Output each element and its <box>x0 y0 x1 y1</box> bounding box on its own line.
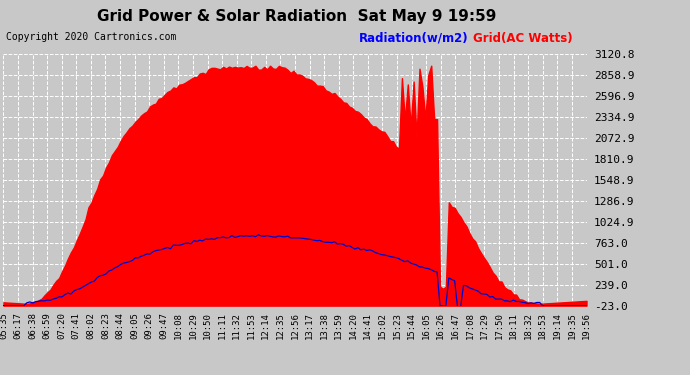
Text: Radiation(w/m2): Radiation(w/m2) <box>359 32 469 45</box>
Text: Grid Power & Solar Radiation  Sat May 9 19:59: Grid Power & Solar Radiation Sat May 9 1… <box>97 9 496 24</box>
Text: Grid(AC Watts): Grid(AC Watts) <box>473 32 572 45</box>
Text: Copyright 2020 Cartronics.com: Copyright 2020 Cartronics.com <box>6 32 176 42</box>
